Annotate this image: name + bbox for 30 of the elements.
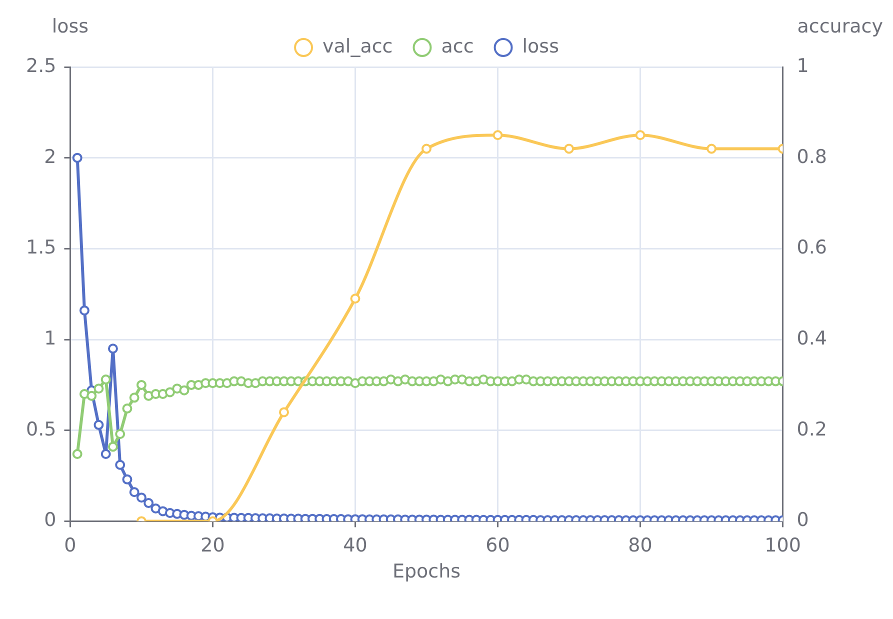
point <box>706 144 717 154</box>
point <box>350 294 360 304</box>
y2-axis-title: accuracy <box>797 15 883 38</box>
y-tick-label: 0 <box>44 509 56 532</box>
x-axis-title: Epochs <box>392 560 461 583</box>
y-tick-label: 0.5 <box>26 418 56 440</box>
y-tick-label: 2.5 <box>26 54 56 77</box>
y2-tick-label: 0 <box>796 509 809 532</box>
x-tick-label: 40 <box>343 534 368 557</box>
y-tick-label: 1 <box>44 327 56 350</box>
y2-tick-label: 0.6 <box>796 236 827 259</box>
y2-tick-label: 0.8 <box>796 146 827 168</box>
y-tick-label: 1.5 <box>26 236 56 259</box>
y-axis-title: loss <box>52 15 89 38</box>
legend-label: loss <box>522 35 559 58</box>
x-tick-label: 80 <box>628 534 652 557</box>
x-tick-label: 60 <box>486 534 510 557</box>
y2-tick-label: 0.2 <box>796 418 827 440</box>
legend-label: acc <box>441 35 474 58</box>
point <box>422 144 432 154</box>
y-tick-label: 2 <box>44 146 56 168</box>
point <box>564 144 574 154</box>
x-tick-label: 0 <box>64 534 76 557</box>
legend-label: val_acc <box>322 35 393 58</box>
y2-tick-label: 1 <box>796 54 809 77</box>
point <box>635 130 646 140</box>
x-tick-label: 20 <box>200 534 225 557</box>
x-tick-label: 100 <box>764 534 801 557</box>
y2-tick-label: 0.4 <box>796 327 827 350</box>
point <box>492 130 503 140</box>
